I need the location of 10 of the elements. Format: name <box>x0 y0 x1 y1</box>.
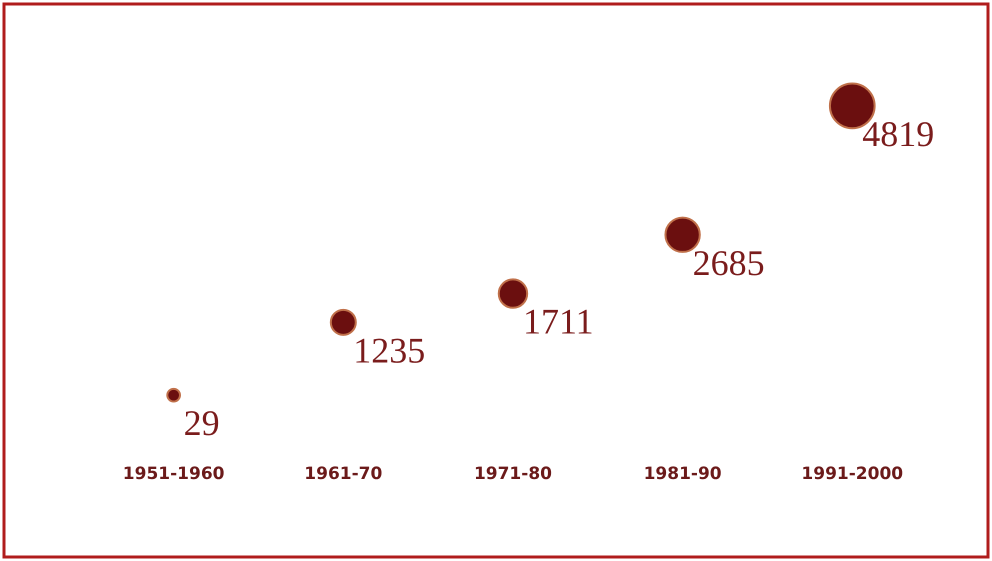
data-label: 2685 <box>692 242 765 283</box>
category-label: 1951-1960 <box>122 464 225 484</box>
category-label: 1971-80 <box>474 464 552 484</box>
data-label: 4819 <box>862 114 934 154</box>
data-label: 1235 <box>353 330 426 370</box>
data-label: 29 <box>184 403 220 444</box>
category-label: 1961-70 <box>304 464 382 484</box>
category-label: 1981-90 <box>644 464 722 484</box>
data-label: 1711 <box>522 302 594 342</box>
category-label: 1991-2000 <box>801 464 904 484</box>
